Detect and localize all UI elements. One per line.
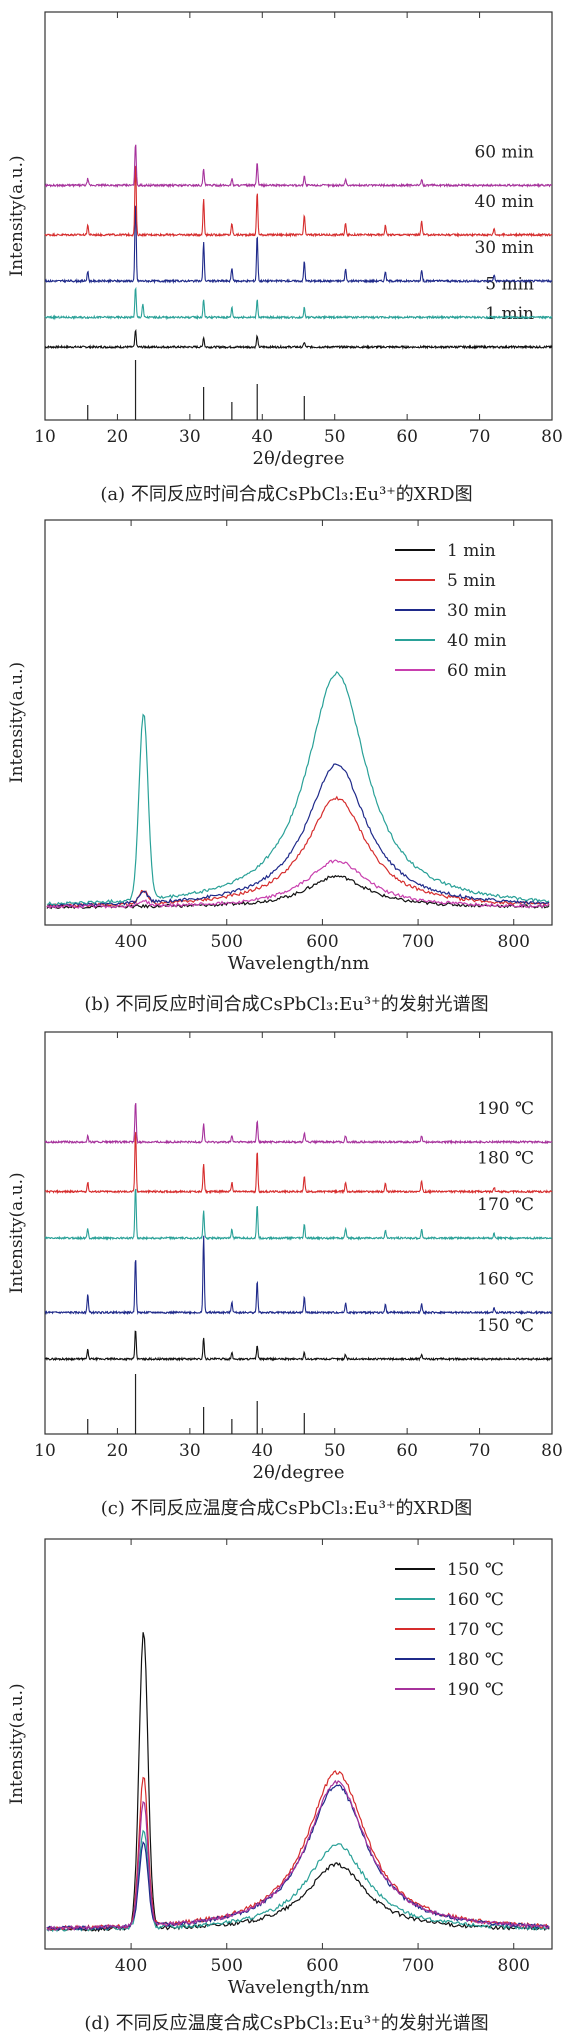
x-tick-label: 70	[469, 1441, 491, 1461]
plot-frame	[44, 1538, 553, 1950]
series-label-1: 5 min	[485, 274, 534, 294]
series-label-0: 150 ℃	[477, 1316, 534, 1336]
y-axis-label: Intensity(a.u.)	[7, 155, 27, 276]
y-axis-label: Intensity(a.u.)	[7, 1683, 27, 1804]
series-line-3	[44, 1131, 553, 1195]
chart-b: 400 500 600 700 800 Wavelength/nm Intensity(a.…	[7, 519, 553, 974]
panel-a-xrd-time: 10 20 30 40 50 60 70 80 2θ/degree Intensity(a.u.)…	[0, 0, 573, 512]
chart-a: 10 20 30 40 50 60 70 80 2θ/degree Intensity(a.u.)…	[7, 11, 563, 469]
legend-label-2: 30 min	[447, 601, 507, 621]
x-axis-label: 2θ/degree	[253, 448, 345, 469]
legend-label-4: 190 ℃	[447, 1680, 504, 1700]
legend-label-3: 40 min	[447, 631, 507, 651]
x-tick-label: 60	[396, 427, 418, 447]
x-tick-label: 700	[402, 1956, 434, 1976]
x-tick-label: 50	[324, 1441, 346, 1461]
series-line-0	[44, 328, 553, 350]
panel-d-pl-temp: 400 500 600 700 800 Wavelength/nm Intensity(a.…	[0, 1529, 573, 2041]
x-tick-label: 40	[251, 1441, 273, 1461]
y-axis-label: Intensity(a.u.)	[7, 662, 27, 783]
x-tick-label: 10	[34, 427, 56, 447]
x-tick-label: 10	[34, 1441, 56, 1461]
x-tick-label: 700	[402, 932, 434, 952]
caption-b: (b) 不同反应时间合成CsPbCl₃:Eu³⁺的发射光谱图	[84, 994, 489, 1015]
x-tick-label: 70	[469, 427, 491, 447]
legend-label-1: 5 min	[447, 571, 496, 591]
series-line-4	[46, 859, 550, 909]
series-label-2: 170 ℃	[477, 1195, 534, 1215]
series-line-2	[46, 763, 550, 908]
series-label-4: 190 ℃	[477, 1099, 534, 1119]
panel-c-xrd-temp: 10 20 30 40 50 60 70 80 2θ/degree Intensity(a.u.)…	[0, 1024, 573, 1529]
y-axis-label: Intensity(a.u.)	[7, 1172, 27, 1293]
series-line-4	[44, 1102, 553, 1145]
legend-label-2: 170 ℃	[447, 1620, 504, 1640]
series-line-0	[46, 874, 550, 910]
chart-d: 400 500 600 700 800 Wavelength/nm Intensity(a.…	[7, 1538, 553, 1998]
series-line-1	[44, 1235, 553, 1316]
legend-label-1: 160 ℃	[447, 1590, 504, 1610]
x-tick-label: 50	[324, 427, 346, 447]
series-label-0: 1 min	[485, 304, 534, 324]
x-tick-label: 80	[541, 427, 563, 447]
series-line-4	[46, 1779, 550, 1931]
series-line-2	[46, 1770, 550, 1931]
x-tick-label: 60	[396, 1441, 418, 1461]
plot-frame	[44, 11, 553, 421]
series-line-2	[44, 205, 553, 285]
x-tick-label: 30	[179, 427, 201, 447]
x-axis-label: 2θ/degree	[253, 1462, 345, 1483]
panel-b-pl-time: 400 500 600 700 800 Wavelength/nm Intensity(a.…	[0, 512, 573, 1024]
legend-label-3: 180 ℃	[447, 1650, 504, 1670]
series-label-1: 160 ℃	[477, 1270, 534, 1290]
x-tick-label: 800	[498, 1956, 530, 1976]
legend-label-4: 60 min	[447, 661, 507, 681]
series-label-3: 180 ℃	[477, 1149, 534, 1169]
series-line-1	[46, 1829, 550, 1933]
x-tick-label: 20	[107, 427, 129, 447]
series-line-0	[44, 1330, 553, 1362]
series-label-2: 30 min	[474, 238, 534, 258]
x-tick-label: 80	[541, 1441, 563, 1461]
plot-frame	[44, 1031, 553, 1435]
series-line-3	[44, 165, 553, 238]
x-tick-label: 500	[211, 1956, 243, 1976]
x-tick-label: 40	[251, 427, 273, 447]
x-tick-label: 400	[115, 932, 147, 952]
series-line-1	[46, 795, 550, 908]
legend-label-0: 150 ℃	[447, 1560, 504, 1580]
x-tick-label: 800	[498, 932, 530, 952]
series-line-1	[44, 286, 553, 321]
series-line-0	[46, 1632, 550, 1933]
x-tick-label: 600	[306, 932, 338, 952]
caption-c: (c) 不同反应温度合成CsPbCl₃:Eu³⁺的XRD图	[100, 1498, 473, 1519]
x-axis-label: Wavelength/nm	[228, 953, 370, 974]
x-tick-label: 500	[211, 932, 243, 952]
series-label-4: 60 min	[474, 142, 534, 162]
x-tick-label: 20	[107, 1441, 129, 1461]
series-line-2	[44, 1188, 553, 1241]
chart-c: 10 20 30 40 50 60 70 80 2θ/degree Intensity(a.u.)…	[7, 1031, 563, 1483]
caption-a: (a) 不同反应时间合成CsPbCl₃:Eu³⁺的XRD图	[100, 484, 473, 505]
series-line-4	[44, 144, 552, 189]
legend-label-0: 1 min	[447, 541, 496, 561]
plot-frame	[44, 519, 553, 926]
series-label-3: 40 min	[474, 192, 534, 212]
series-line-3	[46, 670, 550, 906]
x-tick-label: 600	[306, 1956, 338, 1976]
x-axis-label: Wavelength/nm	[228, 1977, 370, 1998]
x-tick-label: 30	[179, 1441, 201, 1461]
caption-d: (d) 不同反应温度合成CsPbCl₃:Eu³⁺的发射光谱图	[84, 2013, 489, 2034]
x-tick-label: 400	[115, 1956, 147, 1976]
